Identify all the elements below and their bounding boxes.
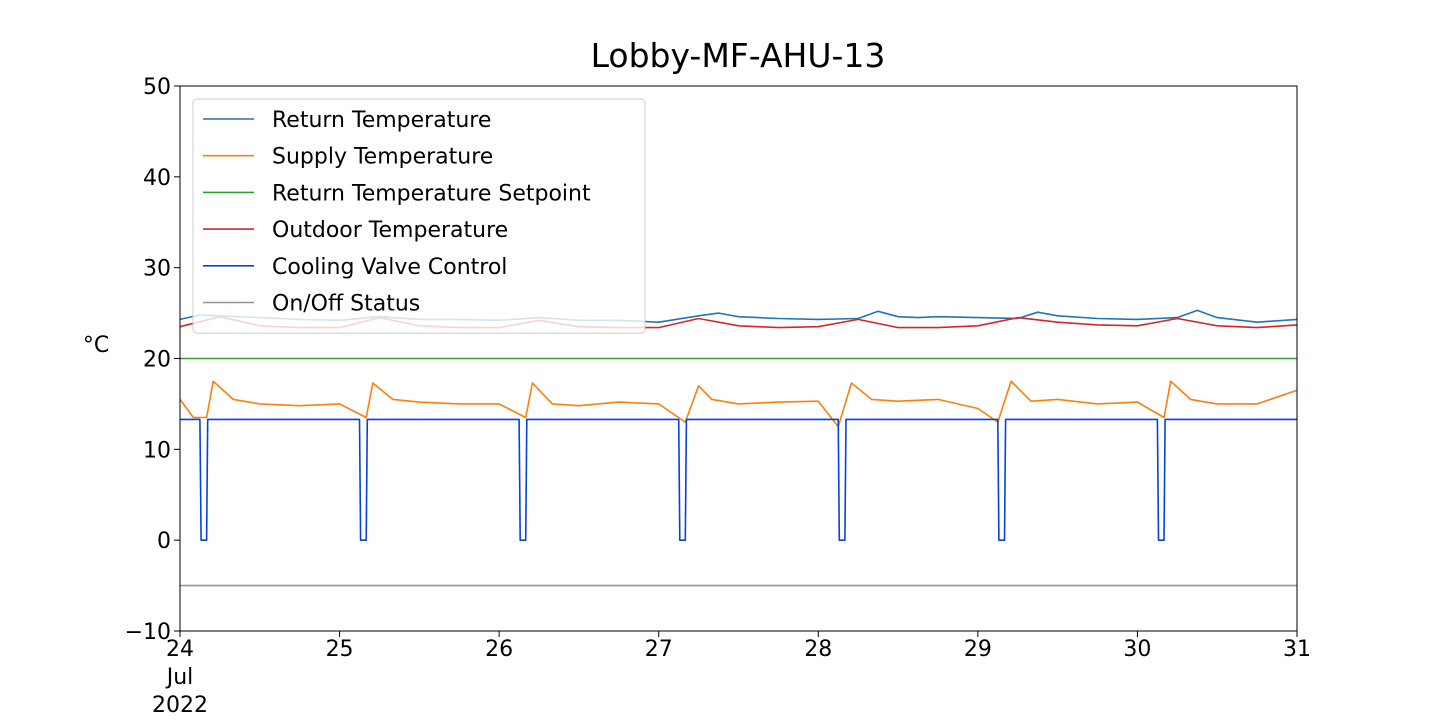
x-tick-label: 31 xyxy=(1283,637,1311,662)
legend-box xyxy=(192,98,646,334)
y-tick-label: 0 xyxy=(157,529,171,554)
series-layer xyxy=(179,309,1298,587)
y-tick-label: 50 xyxy=(143,75,171,100)
series-cooling-valve-control xyxy=(180,418,1297,542)
x-tick-label: 29 xyxy=(964,637,992,662)
y-tick-label: 30 xyxy=(143,257,171,282)
legend: Return Temperature Supply Temperature Retu… xyxy=(192,98,646,334)
legend-label-on-off-status: On/Off Status xyxy=(272,292,420,317)
y-axis-label: °C xyxy=(83,333,109,358)
y-tick-label: 40 xyxy=(143,166,171,191)
x-tick-label: 24 xyxy=(166,637,194,662)
series-supply-temperature xyxy=(179,380,1298,428)
x-tick-label: 28 xyxy=(804,637,832,662)
legend-label-outdoor-temperature: Outdoor Temperature xyxy=(272,218,508,243)
y-tick-label: 10 xyxy=(143,438,171,463)
y-axis: −10 0 10 20 30 40 50 xyxy=(125,75,180,645)
y-tick-label: 20 xyxy=(143,348,171,373)
x-tick-sublabel: 2022 xyxy=(152,693,208,718)
x-tick-label: 26 xyxy=(485,637,513,662)
y-tick-label: −10 xyxy=(125,620,171,645)
chart-title: Lobby-MF-AHU-13 xyxy=(591,36,886,75)
legend-label-return-temperature-setpoint: Return Temperature Setpoint xyxy=(272,181,591,206)
x-tick-sublabel: Jul xyxy=(165,665,194,690)
x-tick-label: 25 xyxy=(326,637,354,662)
x-tick-label: 27 xyxy=(645,637,673,662)
legend-label-return-temperature: Return Temperature xyxy=(272,108,491,133)
legend-label-cooling-valve-control: Cooling Valve Control xyxy=(272,255,507,280)
x-axis: 24 25 26 27 28 29 30 31 Jul 2022 xyxy=(152,631,1311,718)
x-tick-label: 30 xyxy=(1123,637,1151,662)
legend-label-supply-temperature: Supply Temperature xyxy=(272,145,493,170)
